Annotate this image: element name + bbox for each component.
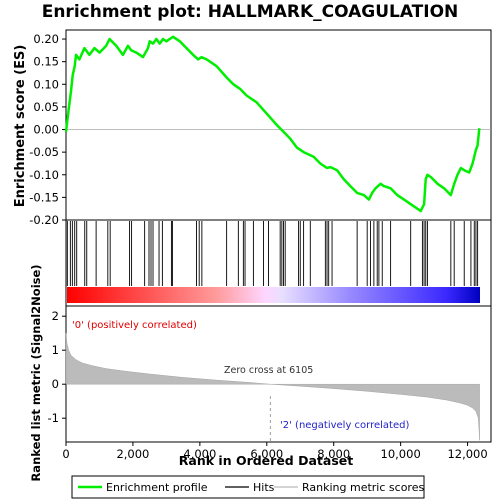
hit-markers (66, 221, 479, 286)
ranked-y-tick-label: 2 (52, 309, 59, 323)
chart-title: Enrichment plot: HALLMARK_COAGULATION (42, 2, 459, 22)
ranked-y-tick-label: 0 (52, 377, 59, 391)
es-y-tick-label: -0.15 (29, 190, 59, 204)
legend-label-ranking: Ranking metric scores (302, 481, 424, 494)
x-tick-label: 4,000 (183, 447, 216, 461)
rank-color-bar (67, 287, 480, 303)
es-y-axis-label: Enrichment score (ES) (13, 45, 28, 208)
ranked-y-tick-label: -1 (48, 411, 59, 425)
zero-cross-label: Zero cross at 6105 (224, 365, 313, 376)
es-y-tick-label: -0.10 (29, 168, 59, 182)
es-y-tick-label: 0.20 (33, 32, 59, 46)
ranked-y-axis-label: Ranked list metric (Signal2Noise) (29, 264, 43, 481)
es-y-tick-label: 0.10 (33, 77, 59, 91)
legend-label-hits: Hits (253, 481, 275, 494)
es-y-tick-label: 0.00 (33, 123, 59, 137)
x-tick-label: 6,000 (250, 447, 283, 461)
positive-correlation-label: '0' (positively correlated) (72, 320, 197, 331)
x-tick-label: 0 (62, 447, 69, 461)
legend-label-enrichment: Enrichment profile (106, 481, 208, 494)
ranked-y-tick-label: 1 (52, 343, 59, 357)
enrichment-profile-line (64, 35, 481, 213)
es-y-tick-label: 0.05 (33, 100, 59, 114)
x-tick-label: 10,000 (381, 447, 421, 461)
es-y-tick-label: -0.05 (29, 145, 59, 159)
x-axis-label: Rank in Ordered Dataset (179, 453, 353, 468)
x-tick-label: 8,000 (317, 447, 350, 461)
es-y-tick-label: 0.15 (33, 55, 59, 69)
negative-correlation-label: '2' (negatively correlated) (280, 420, 409, 431)
es-y-tick-label: -0.20 (29, 213, 59, 227)
x-tick-label: 2,000 (116, 447, 149, 461)
ranking-metric-area (65, 333, 480, 441)
x-tick-label: 12,000 (447, 447, 487, 461)
